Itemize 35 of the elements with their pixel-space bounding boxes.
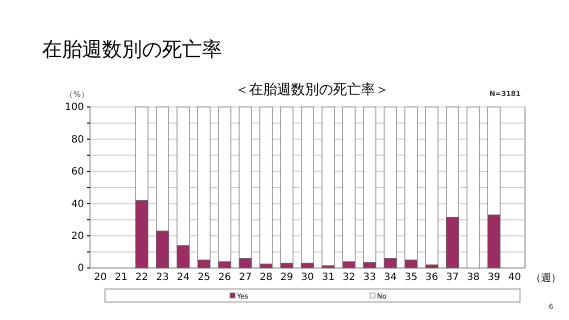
- x-tick-label: 29: [280, 272, 294, 283]
- x-tick-label: 20: [94, 272, 107, 283]
- x-tick-label: 39: [488, 272, 500, 283]
- x-tick-label: 22: [135, 272, 148, 283]
- x-tick-label: 28: [260, 272, 272, 283]
- x-tick-label: 40: [508, 272, 522, 283]
- x-tick-label: 30: [301, 272, 314, 283]
- x-tick-label: 31: [322, 272, 335, 283]
- x-tick-label: 26: [218, 272, 232, 283]
- x-tick-label: 35: [404, 272, 418, 283]
- x-tick-label: 34: [384, 272, 397, 283]
- y-axis-title: （%）: [65, 90, 89, 99]
- y-tick-label: 100: [64, 102, 84, 114]
- x-tick-label: 21: [114, 272, 128, 283]
- y-tick-label: 20: [71, 231, 84, 242]
- y-tick-label: 60: [71, 166, 84, 178]
- bar: [466, 106, 480, 268]
- bar: [425, 106, 438, 266]
- bar: [260, 106, 273, 264]
- bar: [322, 106, 335, 266]
- y-tick-label: 0: [78, 263, 84, 274]
- x-tick-label: 25: [198, 272, 210, 283]
- chart-title: 在胎週数別の死亡率: [42, 37, 222, 61]
- x-tick-label: 36: [425, 272, 438, 283]
- y-tick-label: 80: [71, 134, 84, 146]
- x-tick-label: 24: [176, 272, 190, 283]
- chart-subtitle: ＜在胎週数別の死亡率＞: [235, 82, 389, 98]
- x-tick-label: 23: [156, 272, 169, 283]
- x-tick-label: 27: [238, 272, 252, 283]
- x-tick-label: 37: [446, 272, 459, 283]
- y-tick-label: 40: [71, 198, 84, 210]
- x-tick-label: 33: [363, 272, 376, 283]
- x-tick-label: 32: [342, 272, 356, 283]
- x-axis-title: （週）: [531, 273, 561, 284]
- x-tick-label: 38: [466, 272, 480, 283]
